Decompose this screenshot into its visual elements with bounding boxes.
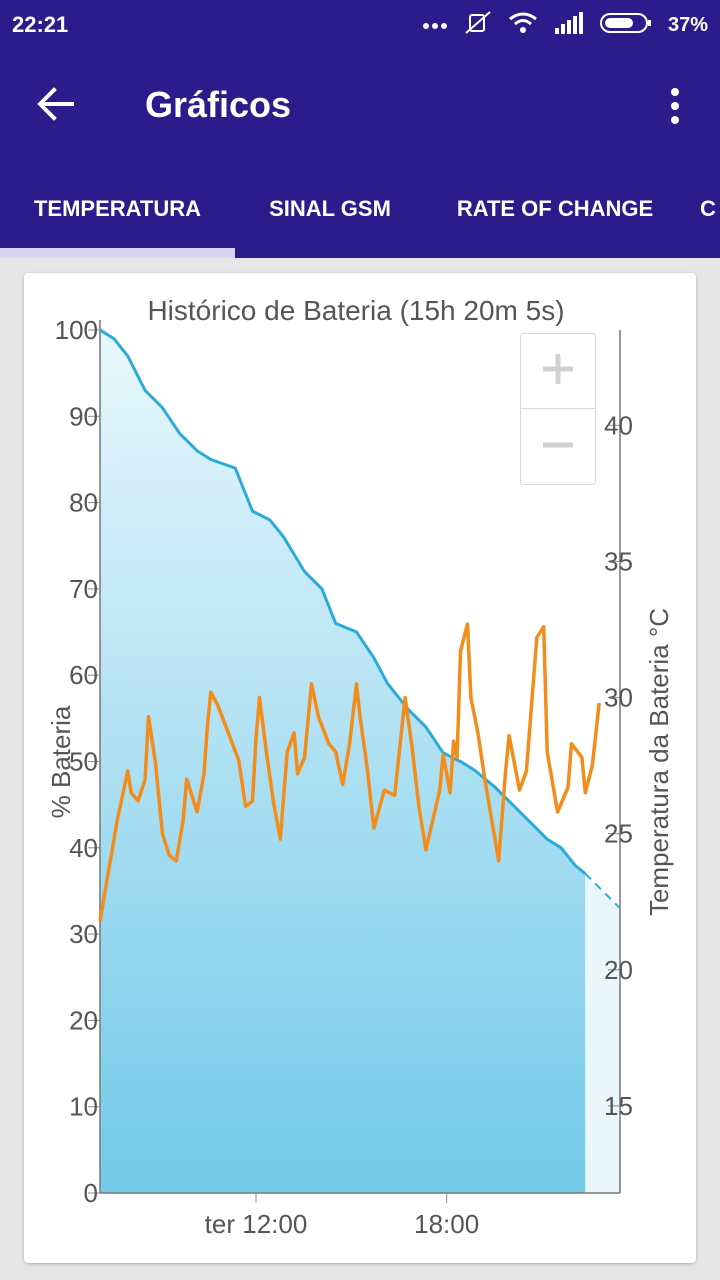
y-left-tick-label: 20 [69, 1005, 98, 1035]
more-dots-icon [422, 16, 448, 34]
signal-icon [554, 11, 584, 39]
zoom-out-button[interactable] [521, 410, 595, 485]
x-tick-label: 18:00 [414, 1209, 479, 1239]
y-left-tick-label: 90 [69, 401, 98, 431]
battery-icon [599, 12, 652, 39]
status-bar: 22:21 37% [0, 0, 720, 50]
tab-bar: TEMPERATURA SINAL GSM RATE OF CHANGE C [0, 160, 720, 258]
page-title: Gráficos [145, 84, 292, 125]
y-right-tick-label: 25 [604, 819, 633, 849]
arrow-back-icon[interactable] [36, 84, 76, 124]
y-left-tick-label: 40 [69, 833, 98, 863]
projection-area [585, 873, 620, 1193]
tab-temperatura[interactable]: TEMPERATURA [33, 196, 202, 221]
y-left-tick-label: 30 [69, 919, 98, 949]
y-right-axis-label: Temperatura da Bateria °C [644, 608, 674, 916]
tab-more[interactable]: C [700, 196, 716, 221]
y-left-tick-label: 80 [69, 488, 98, 518]
status-time: 22:21 [12, 12, 69, 37]
temperature-line [98, 622, 601, 922]
zoom-controls [520, 333, 596, 485]
status-icons: 37% [422, 10, 708, 40]
x-tick-label: ter 12:00 [205, 1209, 308, 1239]
minus-icon [540, 427, 576, 468]
y-left-tick-label: 100 [55, 315, 98, 345]
y-right-tick-label: 35 [604, 546, 633, 576]
y-right-tick-label: 15 [604, 1091, 633, 1121]
chart-title: Histórico de Bateria (15h 20m 5s) [147, 295, 564, 326]
y-left-tick-label: 10 [69, 1092, 98, 1122]
battery-line [99, 328, 587, 875]
y-left-tick-label: 70 [69, 574, 98, 604]
tab-sinal-gsm[interactable]: SINAL GSM [269, 196, 391, 221]
more-vert-icon[interactable] [660, 86, 690, 126]
y-right-tick-label: 40 [604, 410, 633, 440]
app-bar: Gráficos [0, 50, 720, 160]
y-left-tick-label: 50 [69, 747, 98, 777]
tab-rate-of-change[interactable]: RATE OF CHANGE [456, 196, 654, 221]
wifi-icon [508, 11, 538, 40]
plus-icon [540, 351, 576, 392]
y-right-tick-label: 20 [604, 955, 633, 985]
zoom-in-button[interactable] [521, 334, 595, 409]
y-left-tick-label: 0 [84, 1178, 98, 1208]
y-left-tick-label: 60 [69, 660, 98, 690]
mute-icon [464, 10, 492, 41]
tab-indicator [0, 248, 235, 258]
battery-area [100, 330, 586, 1193]
battery-percent: 37% [667, 13, 708, 36]
y-right-tick-label: 30 [604, 683, 633, 713]
y-left-axis-label: % Bateria [46, 705, 76, 818]
